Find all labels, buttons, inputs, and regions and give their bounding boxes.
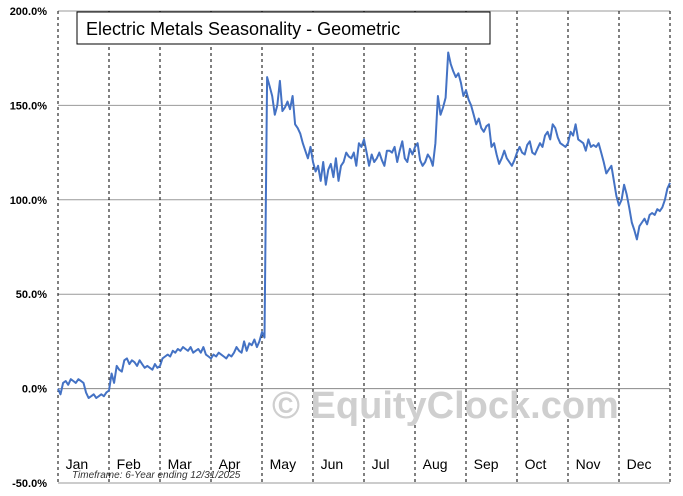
x-tick-label: Oct: [525, 456, 547, 472]
y-tick-label: 50.0%: [16, 289, 47, 301]
x-tick-label: Dec: [627, 456, 652, 472]
watermark: © EquityClock.com: [272, 385, 619, 427]
x-tick-label: Sep: [474, 456, 499, 472]
x-tick-label: Apr: [219, 456, 241, 472]
series-line: [57, 51, 671, 399]
vertical-gridlines: [57, 11, 671, 483]
x-tick-label: Aug: [423, 456, 448, 472]
x-tick-label: May: [270, 456, 296, 472]
footnote: Timeframe: 6-Year ending 12/31/2025: [72, 470, 241, 481]
y-axis-ticks: 200.0% 150.0% 100.0% 50.0% 0.0% -50.0%: [10, 6, 48, 490]
x-tick-label: Jul: [372, 456, 390, 472]
y-tick-label: 0.0%: [22, 384, 47, 396]
y-tick-label: 150.0%: [10, 100, 48, 112]
x-tick-label: Nov: [576, 456, 601, 472]
x-tick-label: Jun: [321, 456, 344, 472]
x-axis-ticks: Jan Feb Mar Apr May Jun Jul Aug Sep Oct Nov Dec: [66, 456, 652, 472]
chart-title: Electric Metals Seasonality - Geometric: [86, 19, 400, 39]
y-tick-label: 100.0%: [10, 195, 48, 207]
x-tick-label: Jan: [66, 456, 89, 472]
title-box: [76, 11, 491, 45]
x-tick-label: Mar: [168, 456, 192, 472]
x-tick-label: Feb: [117, 456, 141, 472]
y-tick-label: 200.0%: [10, 6, 48, 18]
y-tick-label: -50.0%: [12, 478, 47, 490]
